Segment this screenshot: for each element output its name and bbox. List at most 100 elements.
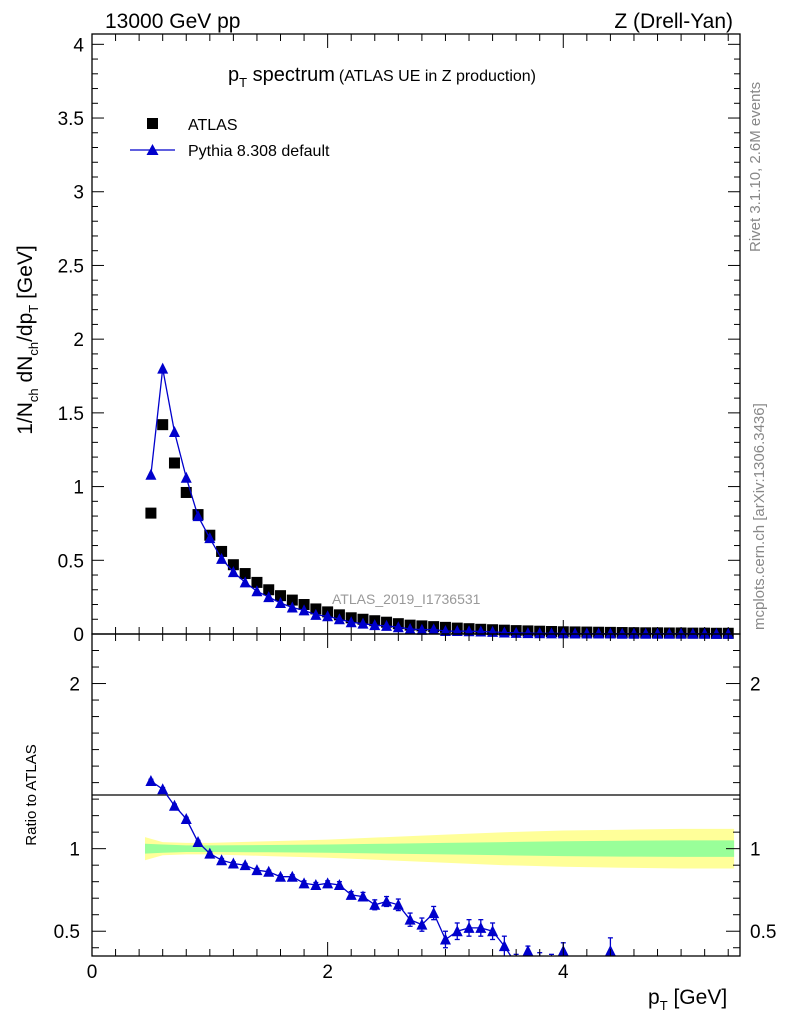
pythia-point [510,626,522,638]
ratio-point [239,859,251,871]
atlas-point [168,457,180,469]
ratio-panel: 0.5 0.5 1 1 2 2 0 2 4 Ratio to ATLAS pT [GeV] [23,633,776,1013]
ratio-x-ticks: 0 2 4 [87,634,729,983]
pythia-point [687,627,699,639]
pythia-point [604,627,616,639]
pythia-point [593,627,605,639]
main-ytick-label: 0.5 [58,551,84,572]
atlas-point [227,559,239,571]
legend-pythia-label: Pythia 8.308 default [188,143,330,160]
ratio-point [310,878,322,890]
pythia-point [168,426,180,438]
main-ylabel: 1/Nch dNch/dpT [GeV] [14,245,41,435]
ratio-point [428,907,440,919]
main-ytick-label: 4 [73,35,84,56]
pythia-point [345,616,357,628]
rivet-label: Rivet 3.1.10, 2.6M events [747,82,764,252]
pythia-point [545,627,557,639]
ratio-point [286,870,298,882]
ratio-point [251,864,263,876]
atlas-point [216,545,228,557]
ratio-point [463,921,475,933]
ratio-point [333,878,345,890]
pythia-point [675,627,687,639]
ratio-y-ticks: 0.5 0.5 1 1 2 2 [54,650,776,949]
ratio-point [487,925,499,937]
ratio-ytick-label: 0.5 [54,922,80,943]
pythia-point [616,627,628,639]
pythia-point [439,625,451,637]
pythia-point [157,362,169,374]
atlas-point [180,486,192,498]
ratio-point [275,870,287,882]
ratio-point [369,898,381,910]
ratio-point [145,774,157,786]
ratio-point [522,945,534,956]
pythia-point [628,627,640,639]
ratio-point [381,895,393,907]
header-left: 13000 GeV pp [105,10,240,33]
ratio-point [298,877,310,889]
legend: ATLAS Pythia 8.308 default [130,117,330,160]
pythia-point [322,610,334,622]
legend-pythia-marker [146,144,159,155]
pythia-point [392,621,404,633]
pythia-point [192,510,204,522]
pythia-point [357,617,369,629]
pythia-point [652,627,664,639]
atlas-point [251,576,263,588]
main-marks [145,362,734,639]
main-panel: pT spectrum (ATLAS UE in Z production) AT… [14,33,741,646]
watermark: ATLAS_2019_I1736531 [332,591,481,607]
main-ytick-label: 3 [73,183,84,204]
ratio-frame [91,633,741,957]
pythia-point [227,566,239,578]
pythia-point [640,627,652,639]
atlas-point [145,507,157,519]
ratio-point [168,799,180,811]
pythia-point [216,552,228,564]
ratio-point [216,854,228,866]
pythia-point [369,619,381,631]
ratio-point [345,888,357,900]
ratio-point [157,783,169,795]
ratio-point [439,933,451,945]
pythia-point [204,532,216,544]
ratio-point [404,913,416,925]
legend-atlas-label: ATLAS [188,117,238,134]
ratio-point [204,847,216,859]
pythia-point [522,627,534,639]
legend-atlas-marker [147,118,158,129]
ratio-xtick-label: 2 [322,962,333,983]
ratio-ylabel: Ratio to ATLAS [23,744,40,845]
ratio-ytick-label: 1 [69,840,80,861]
ratio-point [227,857,239,869]
ratio-ytick-label-right: 0.5 [750,922,776,943]
ratio-point [357,890,369,902]
main-y-ticks: 0 0.5 1 1.5 2 2.5 3 3.5 4 [58,35,740,646]
ratio-point [180,812,192,824]
pythia-point [275,597,287,609]
mcplots-label: mcplots.cern.ch [arXiv:1306.3436] [751,403,768,630]
main-ytick-label: 3.5 [58,109,84,130]
pythia-point [310,608,322,620]
ratio-point [263,865,275,877]
pythia-point [239,576,251,588]
main-ytick-label: 0 [73,625,84,646]
pythia-point [404,622,416,634]
ratio-ytick-label-right: 1 [750,840,761,861]
pythia-point [534,627,546,639]
atlas-point [263,584,275,596]
ratio-point [192,836,204,848]
pythia-point [251,585,263,597]
main-ytick-label: 2 [73,330,84,351]
pythia-point [416,623,428,635]
ratio-ytick-label: 2 [69,675,80,696]
ratio-point [498,940,510,952]
ratio-point [451,925,463,937]
ratio-point [475,921,487,933]
pythia-point [451,625,463,637]
atlas-point [239,568,251,580]
pythia-point [286,601,298,613]
